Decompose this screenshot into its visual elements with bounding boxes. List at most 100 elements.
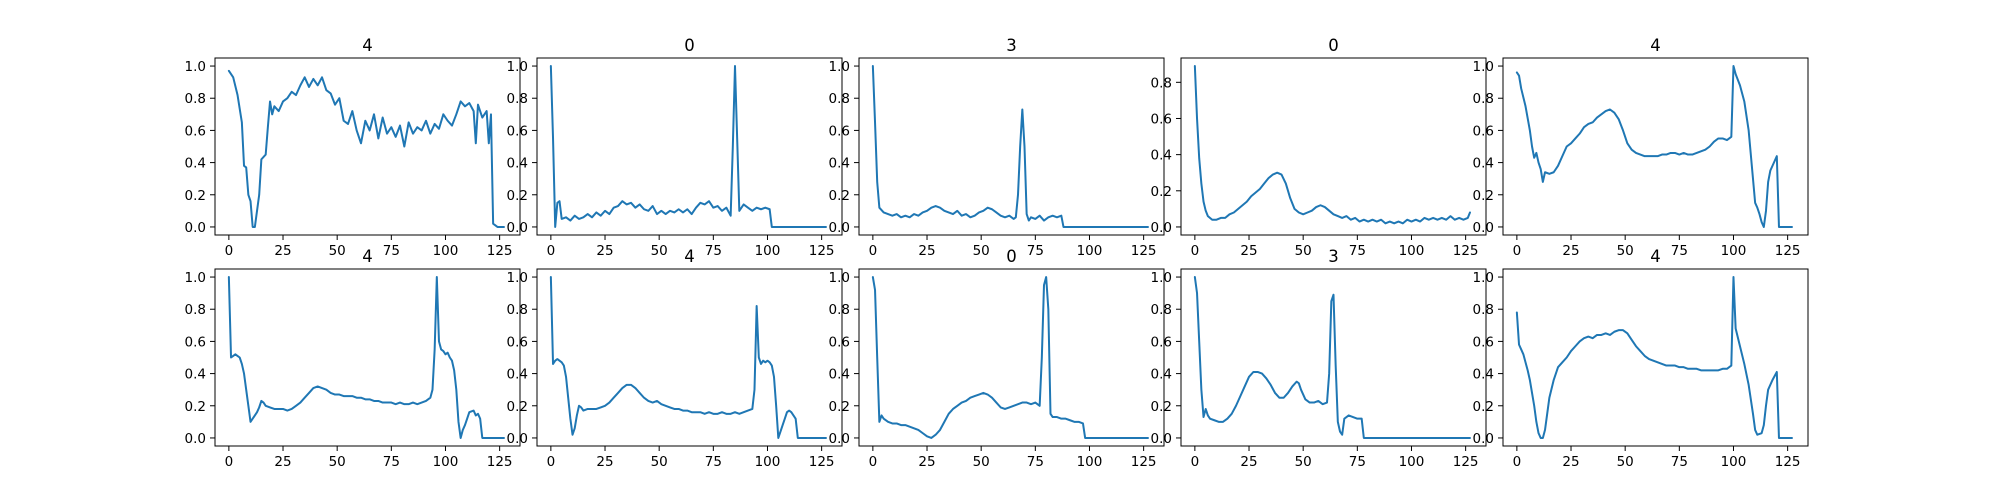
y-tick-label: 0.6 <box>507 123 528 139</box>
y-tick-label: 0.6 <box>1473 123 1494 139</box>
subplot-5: 0 25 50 75 100 125 0.0 0.2 0.4 0.6 0.8 1.0 4 <box>1473 36 1809 259</box>
y-tick-label: 0.2 <box>1151 184 1172 200</box>
x-tick-label: 50 <box>329 454 346 470</box>
series-line <box>1193 276 1471 439</box>
y-tick-label: 0.4 <box>507 156 528 172</box>
series-line <box>549 276 827 439</box>
x-tick-label: 100 <box>1077 454 1103 470</box>
axes-frame <box>1180 57 1487 236</box>
subplot-2: 0 25 50 75 100 125 0.0 0.2 0.4 0.6 0.8 1.0 0 <box>507 36 843 259</box>
y-tick-label: 0.4 <box>185 156 206 172</box>
x-tick-label: 100 <box>1721 454 1747 470</box>
x-tick-label: 25 <box>1562 243 1579 259</box>
y-tick-label: 0.2 <box>507 399 528 415</box>
x-tick-label: 50 <box>1617 454 1634 470</box>
y-tick-label: 0.0 <box>185 220 206 236</box>
subplot-title: 3 <box>1006 36 1017 55</box>
y-tick-label: 0.0 <box>829 220 850 236</box>
y-tick-label: 0.2 <box>185 399 206 415</box>
x-tick-label: 25 <box>918 454 935 470</box>
axes-frame <box>536 57 843 236</box>
subplot-title: 4 <box>1650 36 1661 55</box>
y-tick-label: 0.0 <box>1473 220 1494 236</box>
x-tick-label: 25 <box>274 454 291 470</box>
y-tick-label: 1.0 <box>1473 59 1494 75</box>
x-tick-label: 100 <box>755 243 781 259</box>
y-tick-label: 0.4 <box>185 367 206 383</box>
x-tick-label: 50 <box>1617 243 1634 259</box>
y-tick-label: 0.2 <box>1151 399 1172 415</box>
axes-frame <box>1180 268 1487 447</box>
y-tick-label: 1.0 <box>185 270 206 286</box>
axes-frame <box>214 57 521 236</box>
y-tick-label: 0.0 <box>1473 431 1494 447</box>
y-tick-label: 1.0 <box>1151 270 1172 286</box>
subplot-3: 0 25 50 75 100 125 0.0 0.2 0.4 0.6 0.8 1.0 3 <box>829 36 1165 259</box>
y-tick-label: 1.0 <box>1473 270 1494 286</box>
y-tick-label: 0.0 <box>507 220 528 236</box>
subplot-title: 4 <box>1650 247 1661 266</box>
x-tick-label: 50 <box>1295 243 1312 259</box>
y-tick-label: 0.8 <box>507 302 528 318</box>
x-tick-label: 50 <box>651 454 668 470</box>
x-tick-label: 0 <box>225 243 234 259</box>
series-line <box>1193 65 1471 225</box>
x-tick-label: 0 <box>1191 454 1200 470</box>
x-tick-label: 0 <box>1513 454 1522 470</box>
y-tick-label: 0.2 <box>829 399 850 415</box>
y-tick-label: 0.8 <box>829 91 850 107</box>
x-tick-label: 0 <box>1513 243 1522 259</box>
y-tick-label: 1.0 <box>829 270 850 286</box>
x-tick-label: 125 <box>487 243 513 259</box>
x-tick-label: 125 <box>809 243 835 259</box>
series-line <box>871 276 1149 439</box>
y-tick-label: 0.4 <box>829 156 850 172</box>
axes-frame <box>1502 268 1809 447</box>
x-tick-label: 125 <box>1131 243 1157 259</box>
subplot-7: 0 25 50 75 100 125 0.0 0.2 0.4 0.6 0.8 1.0 4 <box>507 247 843 470</box>
subplot-1: 0 25 50 75 100 125 0.0 0.2 0.4 0.6 0.8 1.0 4 <box>185 36 521 259</box>
x-tick-label: 0 <box>547 454 556 470</box>
series-line <box>1515 276 1793 439</box>
subplot-title: 0 <box>684 36 695 55</box>
x-tick-label: 75 <box>1671 454 1688 470</box>
x-tick-label: 25 <box>1240 243 1257 259</box>
x-tick-label: 0 <box>869 454 878 470</box>
x-tick-label: 0 <box>547 243 556 259</box>
y-tick-label: 0.4 <box>1473 367 1494 383</box>
axes-frame <box>858 268 1165 447</box>
y-tick-label: 0.2 <box>185 188 206 204</box>
x-tick-label: 75 <box>705 454 722 470</box>
subplot-6: 0 25 50 75 100 125 0.0 0.2 0.4 0.6 0.8 1.0 4 <box>185 247 521 470</box>
subplot-10: 0 25 50 75 100 125 0.0 0.2 0.4 0.6 0.8 1.0 4 <box>1473 247 1809 470</box>
series-line <box>227 276 505 439</box>
subplot-title: 0 <box>1006 247 1017 266</box>
axes-frame <box>858 57 1165 236</box>
y-tick-label: 0.0 <box>1151 431 1172 447</box>
x-tick-label: 25 <box>1240 454 1257 470</box>
x-tick-label: 50 <box>651 243 668 259</box>
axes-frame <box>214 268 521 447</box>
x-tick-label: 75 <box>383 243 400 259</box>
y-tick-label: 0.8 <box>185 91 206 107</box>
x-tick-label: 100 <box>1721 243 1747 259</box>
x-tick-label: 125 <box>1453 243 1479 259</box>
subplot-title: 3 <box>1328 247 1339 266</box>
axes-frame <box>1502 57 1809 236</box>
y-tick-label: 0.6 <box>829 334 850 350</box>
x-tick-label: 75 <box>1671 243 1688 259</box>
y-tick-label: 0.0 <box>507 431 528 447</box>
subplot-title: 0 <box>1328 36 1339 55</box>
x-tick-label: 125 <box>809 454 835 470</box>
x-tick-label: 25 <box>918 243 935 259</box>
y-tick-label: 1.0 <box>829 59 850 75</box>
y-tick-label: 0.4 <box>1151 367 1172 383</box>
x-tick-label: 125 <box>1131 454 1157 470</box>
y-tick-label: 0.2 <box>1473 399 1494 415</box>
series-line <box>549 65 827 228</box>
y-tick-label: 0.6 <box>1151 334 1172 350</box>
x-tick-label: 50 <box>973 243 990 259</box>
x-tick-label: 0 <box>225 454 234 470</box>
x-tick-label: 75 <box>1027 454 1044 470</box>
